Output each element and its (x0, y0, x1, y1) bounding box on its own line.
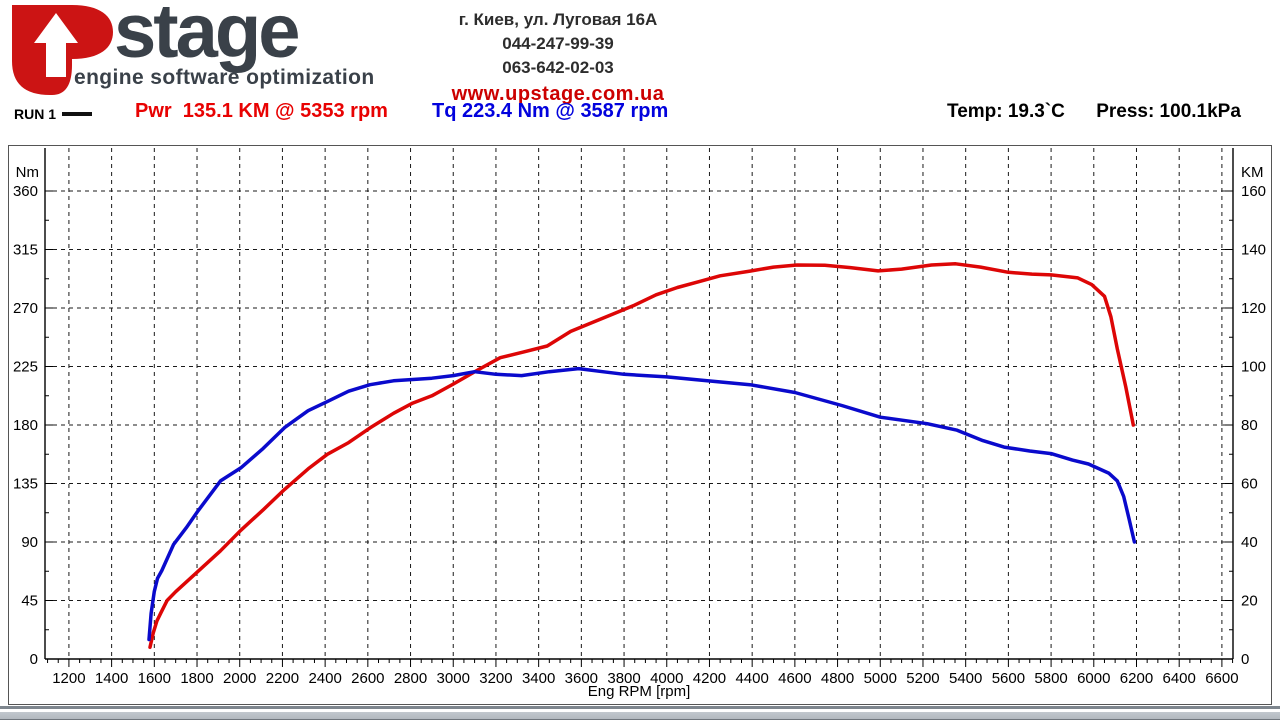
y-left-tick-label: 45 (21, 593, 38, 610)
y-right-tick-label: 80 (1241, 417, 1258, 434)
torque-peak-reading: Tq 223.4 Nm @ 3587 rpm (432, 100, 669, 122)
temp-reading: Temp: 19.3`C (947, 101, 1065, 122)
run-line-sample (62, 112, 92, 116)
power-peak-reading: Pwr 135.1 KM @ 5353 rpm (135, 100, 388, 122)
website-link[interactable]: www.upstage.com.ua (451, 83, 665, 105)
x-tick-label: 6400 (1163, 670, 1196, 687)
dyno-chart: 1200 1400 1600 1800 2000 2200 2400 2600 2800 3000… (13, 148, 1266, 700)
y-left-tick-label: 225 (13, 359, 38, 376)
x-tick-label: 4600 (778, 670, 811, 687)
power-curve (148, 262, 1136, 650)
x-tick-label: 4400 (735, 670, 768, 687)
contact-phone-1: 044-247-99-39 (502, 34, 614, 53)
y-left-tick-label: 135 (13, 476, 38, 493)
y-right-tick-label: 0 (1241, 651, 1249, 668)
environment-readings: Temp: 19.3`C Press: 100.1kPa (947, 101, 1241, 123)
contact-address: г. Киев, ул. Луговая 16А (458, 10, 658, 29)
window-resize-bar (0, 706, 1280, 720)
x-tick-label: 4000 (650, 670, 683, 687)
y-right-tick-label: 160 (1241, 183, 1266, 200)
dyno-chart-panel: 1200 1400 1600 1800 2000 2200 2400 2600 2800 3000… (8, 145, 1272, 705)
x-tick-label: 1800 (180, 670, 213, 687)
run-info-bar: RUN 1 Pwr 135.1 KM @ 5353 rpm Tq 223.4 N… (0, 98, 1280, 134)
y-left-tick-label: 90 (21, 534, 38, 551)
y-left-tick-label: 315 (13, 242, 38, 259)
y-right-tick-label: 20 (1241, 593, 1258, 610)
x-tick-label: 3000 (437, 670, 470, 687)
x-tick-label: 6200 (1120, 670, 1153, 687)
x-tick-label: 1400 (95, 670, 128, 687)
y-left-tick-label: 270 (13, 300, 38, 317)
y-right-tick-label: 100 (1241, 359, 1266, 376)
x-tick-label: 3400 (522, 670, 555, 687)
x-tick-label: 2400 (308, 670, 341, 687)
x-tick-label: 1200 (52, 670, 85, 687)
x-tick-label: 5000 (864, 670, 897, 687)
x-tick-label: 2800 (394, 670, 427, 687)
y-right-tick-label: 120 (1241, 300, 1266, 317)
x-tick-label: 2000 (223, 670, 256, 687)
x-tick-label: 5400 (949, 670, 982, 687)
x-tick-label: 2200 (266, 670, 299, 687)
y-left-tick-label: 0 (30, 651, 38, 668)
x-tick-label: 6600 (1205, 670, 1238, 687)
x-tick-label: 3200 (479, 670, 512, 687)
y-left-axis-unit: Nm (16, 164, 39, 181)
x-tick-label: 6000 (1077, 670, 1110, 687)
x-tick-label: 3800 (607, 670, 640, 687)
y-right-tick-label: 40 (1241, 534, 1258, 551)
x-tick-label: 4800 (821, 670, 854, 687)
torque-curve (147, 366, 1137, 642)
run-label: RUN 1 (14, 106, 57, 122)
y-right-axis-unit: KM (1241, 164, 1264, 181)
x-tick-label: 1600 (138, 670, 171, 687)
x-tick-label: 5800 (1034, 670, 1067, 687)
x-axis-title: Eng RPM [rpm] (588, 683, 691, 700)
x-tick-label: 5200 (906, 670, 939, 687)
contact-phone-2: 063-642-02-03 (502, 58, 614, 77)
upstage-logo: stage engine software optimization (8, 0, 428, 98)
y-right-tick-label: 140 (1241, 242, 1266, 259)
x-tick-label: 3600 (565, 670, 598, 687)
x-tick-label: 5600 (992, 670, 1025, 687)
x-tick-label: 4200 (693, 670, 726, 687)
pressure-reading: Press: 100.1kPa (1096, 101, 1241, 122)
logo-wordmark: stage (114, 0, 301, 74)
x-tick-label: 2600 (351, 670, 384, 687)
y-left-tick-label: 360 (13, 183, 38, 200)
up-arrow-logo-icon (12, 5, 113, 95)
y-right-tick-label: 60 (1241, 476, 1258, 493)
y-left-tick-label: 180 (13, 417, 38, 434)
contact-block: г. Киев, ул. Луговая 16А 044-247-99-39 0… (430, 8, 686, 106)
logo-tagline: engine software optimization (74, 66, 375, 89)
